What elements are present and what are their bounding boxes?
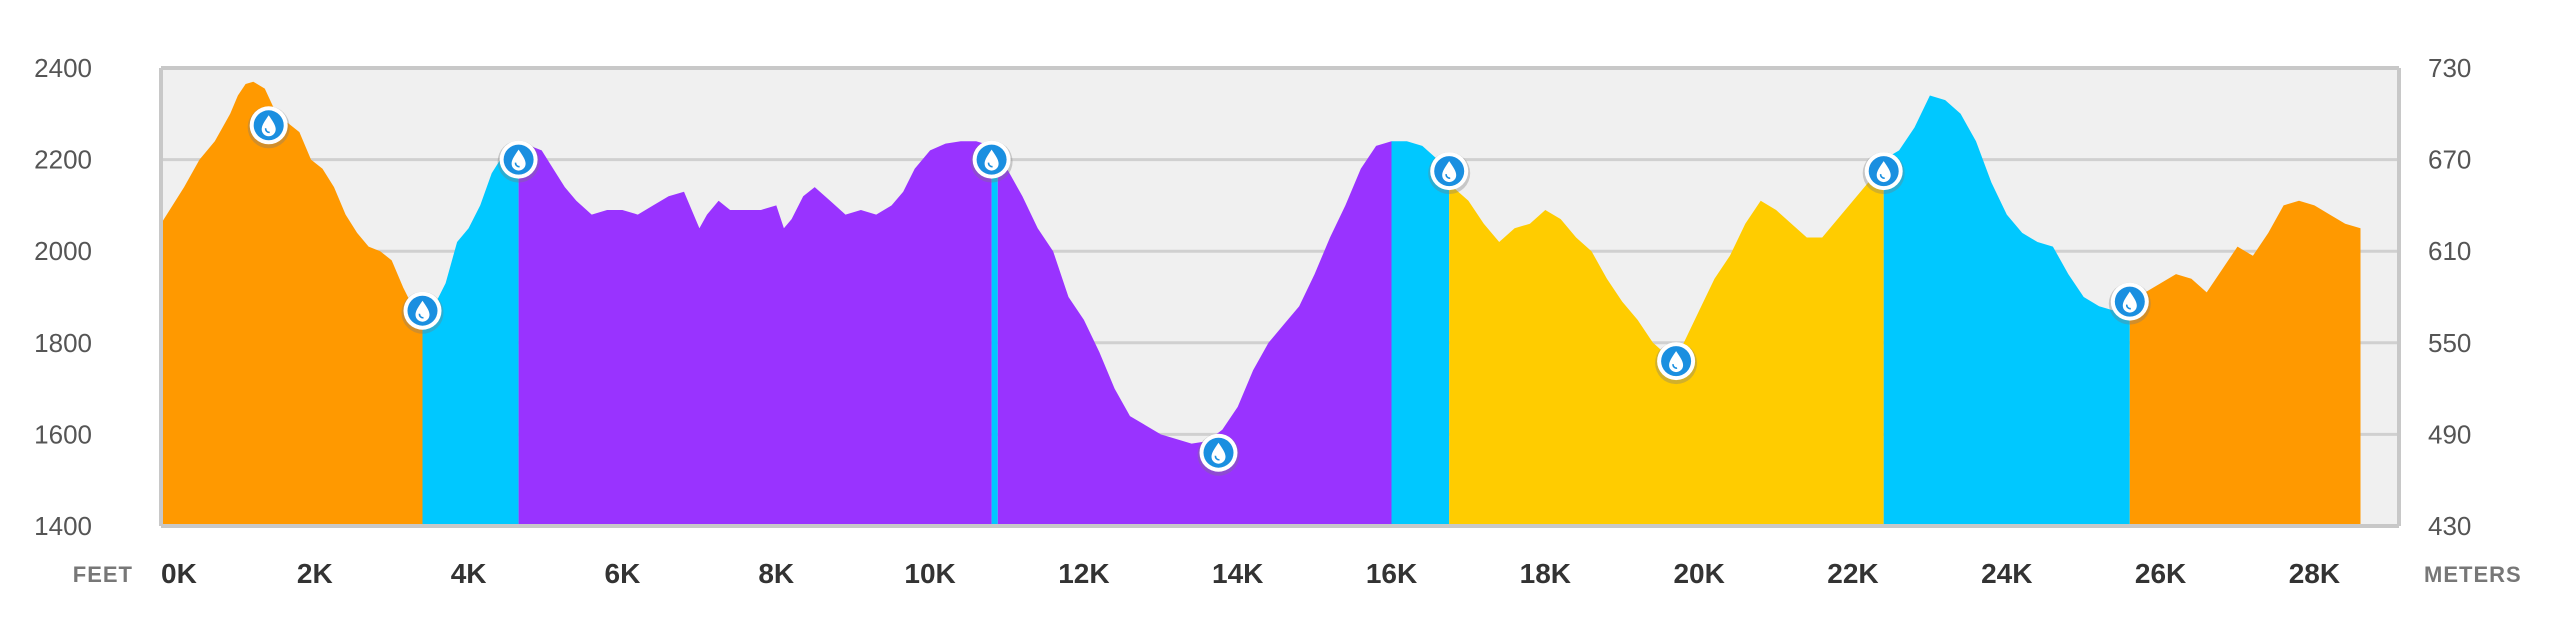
y-tick-label-meters: 730 — [2428, 53, 2471, 83]
y-tick-label-feet: 1600 — [34, 419, 92, 449]
x-axis-unit-label: FEET — [73, 562, 133, 587]
water-drop-icon[interactable] — [497, 140, 540, 183]
x-tick-label: 26K — [2135, 558, 2186, 589]
plot-frame — [159, 66, 2401, 528]
x-tick-label: 24K — [1981, 558, 2032, 589]
water-stop-markers — [247, 106, 2151, 476]
elevation-segment — [2129, 200, 2361, 527]
y-tick-label-meters: 550 — [2428, 328, 2471, 358]
elevation-segment — [1391, 141, 1450, 527]
water-drop-icon[interactable] — [1197, 433, 1240, 476]
x-tick-label: 12K — [1058, 558, 1109, 589]
y-tick-label-feet: 1800 — [34, 328, 92, 358]
elevation-segment — [161, 81, 423, 526]
water-drop-icon[interactable] — [1862, 152, 1905, 195]
x-tick-label: 6K — [605, 558, 641, 589]
x-axis-ticks: 0K 2K 4K 6K 8K 10K 12K 14K 16K 18K 20K 22K 24K 26K 28K — [161, 558, 2340, 589]
x-tick-label: 16K — [1366, 558, 1417, 589]
elevation-segment — [518, 141, 992, 527]
y-tick-label-meters: 670 — [2428, 145, 2471, 175]
y-tick-label-feet: 2400 — [34, 53, 92, 83]
water-drop-icon[interactable] — [247, 106, 290, 149]
water-drop-icon[interactable] — [1428, 152, 1471, 195]
y2-axis-unit-label: METERS — [2424, 562, 2522, 587]
x-tick-label: 20K — [1673, 558, 1724, 589]
x-tick-label: 8K — [758, 558, 794, 589]
water-drop-icon[interactable] — [401, 291, 444, 334]
x-tick-label: 18K — [1520, 558, 1571, 589]
x-tick-label: 0K — [161, 558, 197, 589]
water-drop-icon[interactable] — [970, 140, 1013, 183]
x-tick-label: 14K — [1212, 558, 1263, 589]
water-drop-icon[interactable] — [2108, 282, 2151, 325]
elevation-segment — [1883, 95, 2130, 526]
y-tick-label-feet: 1400 — [34, 511, 92, 541]
elevation-segment — [997, 141, 1392, 527]
elevation-segment — [1449, 159, 1884, 526]
x-tick-label: 10K — [904, 558, 955, 589]
y-axis-meters-ticks: 430 490 550 610 670 730 — [2428, 53, 2471, 541]
elevation-segment — [991, 145, 998, 526]
x-tick-label: 4K — [451, 558, 487, 589]
x-tick-label: 22K — [1827, 558, 1878, 589]
y-tick-label-feet: 2000 — [34, 236, 92, 266]
x-tick-label: 28K — [2289, 558, 2340, 589]
y-tick-label-meters: 490 — [2428, 419, 2471, 449]
elevation-segment — [422, 150, 519, 526]
y-tick-label-feet: 2200 — [34, 145, 92, 175]
elevation-segments — [161, 81, 2361, 527]
water-drop-icon[interactable] — [1655, 342, 1698, 385]
x-tick-label: 2K — [297, 558, 333, 589]
y-tick-label-meters: 610 — [2428, 236, 2471, 266]
y-axis-feet-ticks: 1400 1600 1800 2000 2200 2400 — [34, 53, 92, 541]
y-tick-label-meters: 430 — [2428, 511, 2471, 541]
